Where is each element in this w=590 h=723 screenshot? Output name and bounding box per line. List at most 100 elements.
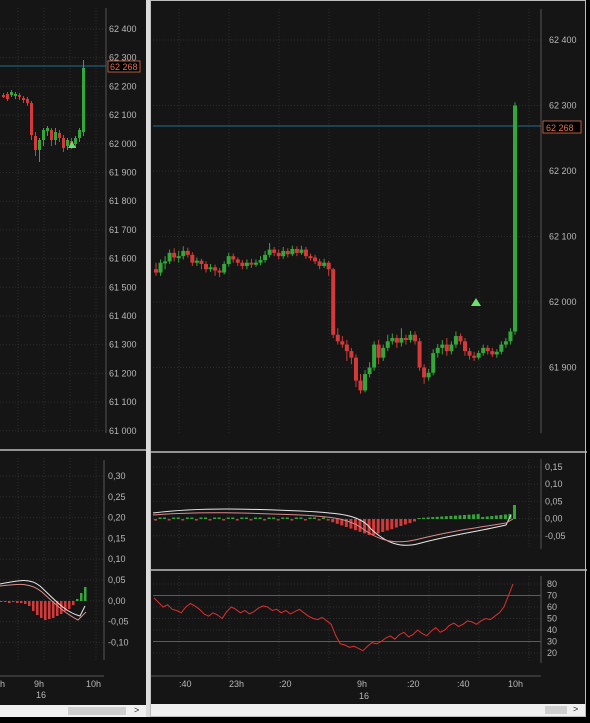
candle-body <box>14 94 17 96</box>
candle-body <box>303 249 308 257</box>
candle-body <box>185 250 190 255</box>
candle-body <box>390 338 395 342</box>
candle-body <box>154 269 158 273</box>
candle-body <box>331 269 336 335</box>
osc-bar <box>249 519 253 521</box>
right-price-tag: 62 268 <box>546 123 574 133</box>
osc-bar <box>394 519 398 528</box>
time-axis-label: :40 <box>179 679 192 689</box>
candle-body <box>222 264 227 273</box>
rsi-tick-label: 30 <box>547 637 557 647</box>
osc-bar <box>60 601 63 614</box>
candle-body <box>66 140 69 146</box>
candle-body <box>285 250 290 255</box>
osc-bar <box>326 519 330 521</box>
left-osc-main-line <box>0 583 87 621</box>
price-tick-label: 61 600 <box>109 254 137 264</box>
price-tick-label: 61 800 <box>109 196 137 206</box>
candle-body <box>340 341 345 345</box>
osc-bar <box>190 517 194 519</box>
osc-bar <box>435 516 439 519</box>
osc-bar <box>48 601 51 619</box>
osc-bar <box>199 517 203 519</box>
right-signal-triangle <box>471 298 481 306</box>
osc-bar <box>217 517 221 519</box>
osc-bar <box>172 517 176 519</box>
right-osc-signal-line <box>152 508 512 546</box>
osc-bar <box>244 517 248 519</box>
osc-bar <box>272 517 276 519</box>
osc-bar <box>72 601 75 605</box>
price-tick-label: 62 400 <box>549 35 577 45</box>
candle-body <box>463 341 468 352</box>
osc-tick-label: -0,10 <box>108 637 129 647</box>
candle-body <box>258 260 263 263</box>
osc-bar <box>285 517 289 519</box>
osc-bar <box>481 517 485 519</box>
candle-body <box>481 347 486 354</box>
osc-bar <box>363 519 367 534</box>
price-tick-label: 61 500 <box>109 282 137 292</box>
left-scroll-thumb[interactable] <box>68 707 126 715</box>
price-tick-label: 62 300 <box>549 101 577 111</box>
osc-bar <box>181 519 185 521</box>
osc-bar <box>335 519 339 524</box>
price-tick-label: 62 100 <box>549 232 577 242</box>
left-signal-triangle <box>68 141 76 148</box>
osc-bar <box>431 517 435 519</box>
candle-body <box>494 351 499 355</box>
candle-body <box>308 256 313 259</box>
candle-body <box>46 128 49 131</box>
price-tick-label: 62 200 <box>109 81 137 91</box>
left-osc-signal-line <box>0 580 86 617</box>
candle-body <box>2 95 5 97</box>
chevron-right-icon[interactable]: > <box>134 705 140 715</box>
candle-body <box>385 341 390 348</box>
osc-bar <box>440 516 444 519</box>
rsi-tick-label: 70 <box>547 591 557 601</box>
osc-tick-label: 0,25 <box>108 492 126 502</box>
right-chart-svg: 62 400 62 300 62 200 62 100 62 000 61 900 62 … <box>151 9 587 701</box>
time-axis-label: 9h <box>34 679 44 689</box>
candle-body <box>30 103 33 135</box>
rsi-tick-label: 60 <box>547 602 557 612</box>
left-chart-window: 62 400 62 300 62 200 62 100 62 000 61 900 61 8… <box>0 0 146 717</box>
left-scrollbar[interactable]: > <box>0 705 146 717</box>
price-tick-label: 62 000 <box>109 139 137 149</box>
osc-tick-label: 0,20 <box>108 513 126 523</box>
candle-body <box>363 374 368 391</box>
osc-bar <box>322 517 326 519</box>
osc-bar <box>203 517 207 519</box>
osc-tick-label: 0,05 <box>545 496 563 506</box>
rsi-tick-label: 50 <box>547 614 557 624</box>
candle-body <box>367 367 372 375</box>
candle-body <box>34 136 37 150</box>
candle-body <box>490 351 495 355</box>
price-tick-label: 61 000 <box>109 426 137 436</box>
candle-body <box>276 252 281 257</box>
osc-bar <box>376 519 380 534</box>
candle-body <box>176 256 181 259</box>
candle-body <box>50 130 53 140</box>
candle-body <box>58 133 61 138</box>
right-scroll-thumb[interactable] <box>545 706 567 714</box>
osc-bar <box>267 517 271 519</box>
osc-bar <box>281 517 285 519</box>
candle-body <box>508 331 513 342</box>
chevron-right-icon[interactable]: > <box>573 704 579 714</box>
osc-bar <box>258 517 262 519</box>
candle-body <box>435 347 440 354</box>
candle-body <box>426 372 431 378</box>
osc-bar <box>12 601 15 602</box>
right-scrollbar[interactable]: > <box>151 704 585 716</box>
osc-bar <box>340 519 344 526</box>
osc-bar <box>20 601 23 603</box>
left-date-label: 16 <box>36 690 46 700</box>
osc-bar <box>235 519 239 521</box>
osc-bar <box>413 519 417 522</box>
candle-body <box>335 334 340 342</box>
osc-bar <box>208 519 212 521</box>
osc-bar <box>76 599 79 601</box>
candle-body <box>399 338 404 343</box>
candle-body <box>213 267 218 271</box>
